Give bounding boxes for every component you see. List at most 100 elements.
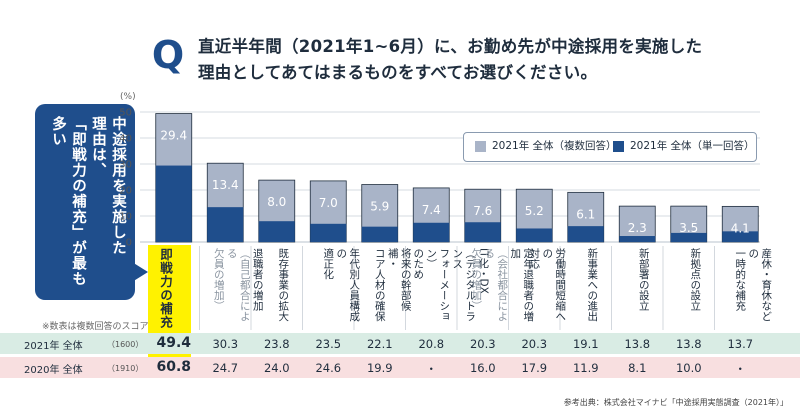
table-cell-0-3: 23.5	[315, 337, 342, 351]
category-name-6: 定年退職者の増加	[509, 248, 535, 322]
category-label-2: 既存事業の拡大	[276, 248, 289, 330]
callout-pointer	[132, 262, 148, 282]
legend-swatch-single	[613, 141, 624, 152]
table-cell-1-7: 17.9	[521, 361, 548, 375]
y-tick-30: 30	[119, 160, 132, 171]
category-label-1: 退職者の増加 （自己都合による 欠員の増加）	[212, 248, 264, 330]
bar-label-7: 5.2	[525, 204, 544, 218]
table-cell-1-10: 10.0	[675, 361, 702, 375]
category-label-8: 新事業への進出	[585, 248, 598, 330]
question-line-1: 直近半年間（2021年1~6月）に、お勤め先が中途採用を実施した	[198, 37, 703, 56]
table-cell-0-7: 20.3	[521, 337, 548, 351]
table-cell-0-8: 19.1	[572, 337, 599, 351]
bar-single-1	[207, 207, 244, 242]
bar-single-6	[464, 222, 501, 242]
bar-label-1: 13.4	[212, 178, 239, 192]
bar-single-11	[722, 231, 759, 242]
y-tick-40: 40	[119, 134, 132, 145]
category-name-3: 年代別人員構成の 適正化	[322, 248, 361, 322]
bar-single-3	[310, 223, 347, 242]
y-axis-unit: (%)	[120, 92, 136, 102]
category-label-3: 年代別人員構成の 適正化	[321, 248, 360, 330]
category-name-4: 将来の幹部候補・ コア人材の確保	[373, 248, 412, 322]
legend-label-multi: 2021年 全体（複数回答）	[492, 140, 617, 152]
category-sub-6: （会社都合による 欠員の増加）	[470, 248, 509, 322]
bar-label-2: 8.0	[267, 195, 286, 209]
row-label-2020: 2020年 全体	[24, 365, 83, 376]
table-row-2021	[0, 333, 800, 354]
category-label-10: 新拠点の設立	[688, 248, 701, 330]
table-cell-0-1: 30.3	[212, 337, 239, 351]
row-n-2020: （1910）	[107, 364, 144, 373]
bar-label-3: 7.0	[319, 196, 338, 210]
source-credit: 参考出典：株式会社マイナビ「中途採用実態調査（2021年）」	[563, 398, 788, 407]
table-cell-1-11: ・	[734, 362, 747, 376]
table-cell-1-2: 24.0	[263, 361, 290, 375]
table-cell-1-8: 11.9	[572, 361, 599, 375]
table-cell-0-5: 20.8	[418, 337, 445, 351]
table-cell-1-5: ・	[425, 362, 438, 376]
question-mark: Q	[151, 33, 185, 77]
table-cell-0-11: 13.7	[727, 337, 754, 351]
row-label-2021: 2021年 全体	[24, 341, 83, 352]
table-row-2020	[0, 357, 800, 378]
bar-label-0: 29.4	[160, 129, 187, 143]
bar-label-4: 5.9	[370, 200, 389, 214]
y-tick-20: 20	[119, 186, 132, 197]
note-text: ※数表は複数回答のスコア	[42, 322, 149, 332]
bar-label-9: 2.3	[628, 221, 647, 235]
legend-label-single: 2021年 全体（単一回答）	[630, 140, 755, 152]
table-cell-1-6: 16.0	[469, 361, 496, 375]
bar-label-5: 7.4	[422, 203, 441, 217]
bar-single-2	[258, 221, 295, 242]
category-sub-1: （自己都合による 欠員の増加）	[212, 248, 251, 322]
category-label-9: 新部署の設立	[637, 248, 650, 330]
category-label-11: 産休・育休などの 一時的な補充	[733, 248, 772, 330]
y-tick-0: 0	[126, 238, 132, 249]
callout-text: 中途採用を実施した 理由は、 「即戦力の補充」が最も多い	[50, 116, 126, 287]
category-name-7: 労働時間短縮への 対応	[528, 248, 567, 322]
highlight-column	[148, 245, 191, 378]
category-label-5: IT化・DX （デジタルトランス フォーメーション） のため	[411, 248, 489, 330]
y-tick-50: 50	[119, 108, 132, 119]
table-cell-0-4: 22.1	[366, 337, 393, 351]
bar-single-10	[670, 232, 707, 242]
category-name-5: IT化・DX （デジタルトランス フォーメーション） のため	[412, 248, 490, 322]
y-tick-10: 10	[119, 212, 132, 223]
bar-single-7	[516, 228, 553, 242]
legend-swatch-multi	[475, 141, 486, 152]
table-cell-1-9: 8.1	[628, 361, 647, 375]
callout-box	[35, 104, 135, 300]
question-line-2: 理由としてあてはまるものをすべてお選びください。	[198, 63, 598, 82]
table-cell-0-2: 23.8	[263, 337, 290, 351]
table-cell-1-1: 24.7	[212, 361, 239, 375]
category-label-4: 将来の幹部候補・ コア人材の確保	[373, 248, 412, 330]
table-cell-0-6: 20.3	[469, 337, 496, 351]
bar-label-6: 7.6	[473, 204, 492, 218]
bar-single-5	[413, 222, 450, 242]
category-label-0: 即戦力の補充	[158, 248, 173, 329]
category-name-2: 既存事業の拡大	[277, 248, 290, 322]
category-label-6: 定年退職者の増加 （会社都合による 欠員の増加）	[469, 248, 534, 330]
bar-label-10: 3.5	[679, 221, 698, 235]
bar-label-8: 6.1	[576, 207, 595, 221]
table-cell-0-9: 13.8	[624, 337, 651, 351]
bar-single-4	[361, 226, 398, 242]
legend	[463, 132, 757, 162]
category-name-1: 退職者の増加	[251, 248, 264, 311]
bar-label-11: 4.1	[731, 221, 750, 235]
category-name-10: 新拠点の設立	[689, 248, 702, 311]
category-name-8: 新事業への進出	[586, 248, 599, 322]
row-n-2021: （1600）	[107, 340, 144, 349]
table-cell-1-0: 60.8	[156, 359, 192, 375]
bar-single-8	[567, 226, 604, 242]
bar-single-9	[619, 236, 656, 242]
category-label-7: 労働時間短縮への 対応	[527, 248, 566, 330]
table-cell-1-4: 19.9	[366, 361, 393, 375]
category-name-11: 産休・育休などの 一時的な補充	[734, 248, 773, 322]
table-cell-0-0: 49.4	[156, 335, 192, 351]
table-cell-0-10: 13.8	[675, 337, 702, 351]
category-name-9: 新部署の設立	[637, 248, 650, 311]
table-cell-1-3: 24.6	[315, 361, 342, 375]
bar-single-0	[155, 165, 192, 242]
